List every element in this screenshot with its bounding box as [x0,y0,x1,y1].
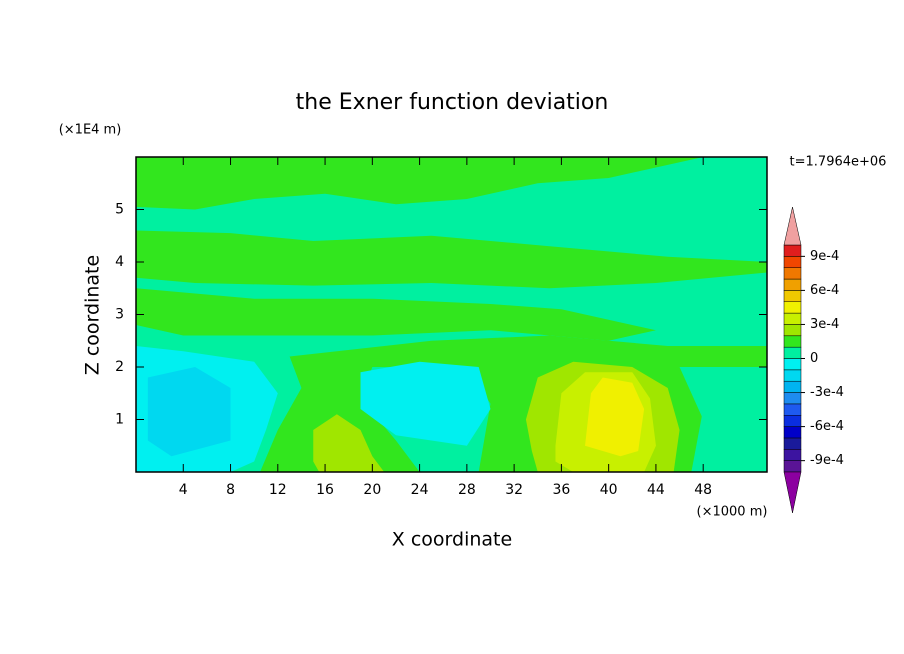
y-tick-label: 4 [115,254,124,270]
colorbar-cell [783,256,802,268]
colorbar-cell [783,335,802,348]
x-tick-label: 16 [316,482,334,498]
contour-region [313,414,385,472]
contour-region [136,230,767,289]
colorbar-tick-label: -9e-4 [810,453,844,468]
colorbar-cell [783,244,802,257]
contour-region [585,377,645,457]
colorbar-cell [783,369,802,382]
contour-region [147,367,231,457]
x-tick-label: 8 [226,482,235,498]
colorbar-cell [783,312,802,325]
colorbar-cell [783,346,802,359]
colorbar-cell [783,437,802,450]
colorbar-cell [783,380,802,393]
chart-title: the Exner function deviation [296,90,609,115]
colorbar-cell [783,403,802,416]
colorbar-tick-label: 3e-4 [810,317,839,332]
y-axis-label: Z coordinate [82,255,104,375]
colorbar-cell [783,301,802,314]
colorbar-tick-label: 6e-4 [810,283,839,298]
x-tick-label: 24 [411,482,429,498]
colorbar-tick-label: -6e-4 [810,419,844,434]
colorbar-cell [783,460,802,473]
colorbar-cell [783,278,802,291]
x-unit: (×1000 m) [697,505,768,520]
contour-region [136,288,656,341]
x-axis-label: X coordinate [392,529,512,551]
colorbar-cell [783,358,802,371]
x-tick-label: 36 [552,482,570,498]
y-tick-label: 5 [115,202,124,218]
x-tick-label: 4 [179,482,188,498]
x-tick-label: 28 [458,482,476,498]
colorbar-cell [783,267,802,280]
y-tick-label: 1 [115,412,124,428]
colorbar-cell [783,449,802,461]
x-tick-label: 48 [694,482,712,498]
colorbar-extend-high [783,206,802,246]
x-tick-label: 12 [269,482,287,498]
contour-field [136,157,767,472]
contour-region [360,361,491,446]
x-tick-label: 40 [600,482,618,498]
y-unit: (×1E4 m) [59,123,122,138]
contour-region [691,388,767,472]
annotation: t=1.7964e+06 [790,155,887,170]
colorbar-tick-label: -3e-4 [810,385,844,400]
y-tick-label: 2 [115,359,124,375]
contour-region [136,157,704,210]
colorbar-cell [783,290,802,302]
y-tick-label: 3 [115,307,124,323]
colorbar-tick-label: 9e-4 [810,249,839,264]
colorbar-tick-label: 0 [810,351,818,366]
colorbar-cell [783,415,802,427]
colorbar-cell [783,392,802,405]
x-tick-label: 44 [647,482,665,498]
colorbar-cell [783,426,802,439]
x-tick-label: 32 [505,482,523,498]
colorbar-extend-low [783,471,802,514]
colorbar-cell [783,324,802,337]
x-tick-label: 20 [363,482,381,498]
